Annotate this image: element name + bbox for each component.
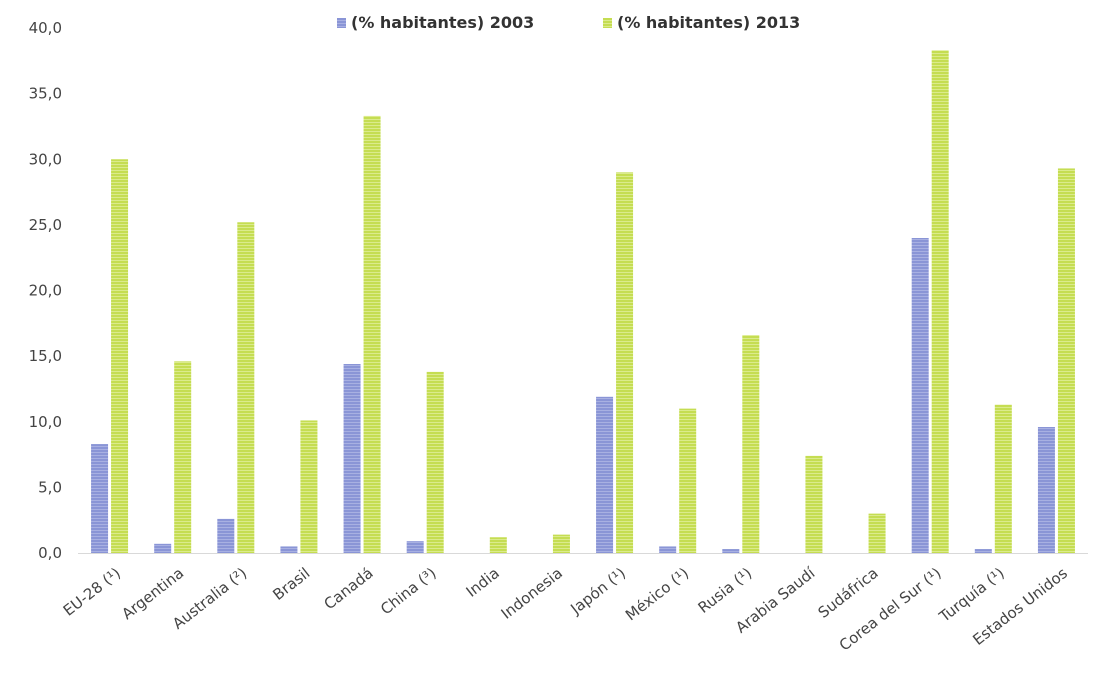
bar-2013-15 [1057,168,1075,553]
bar-2003-14 [974,549,992,553]
legend-label-1: (% habitantes) 2013 [617,13,800,32]
y-tick-label: 5,0 [38,478,62,496]
x-tick-label: China (³) [377,564,440,618]
bar-2013-14 [994,404,1012,553]
x-tick-label: India [463,564,503,601]
x-tick-label: Brasil [269,564,313,604]
legend-swatch-1 [603,18,612,28]
bar-2013-4 [363,115,381,553]
x-tick-label: México (¹) [622,564,692,624]
bar-2013-8 [616,172,634,553]
bar-2013-5 [426,371,444,553]
bar-2003-8 [596,396,614,553]
x-tick-label: EU-28 (¹) [60,564,124,620]
bar-2003-10 [722,549,740,553]
bar-2003-15 [1037,427,1055,553]
bar-2013-7 [552,534,570,553]
y-tick-label: 10,0 [29,413,62,431]
legend: (% habitantes) 2003 (% habitantes) 2013 [337,13,800,32]
bars [91,50,1075,553]
y-tick-label: 30,0 [29,150,62,168]
bar-2013-1 [174,361,192,553]
bar-2003-1 [154,543,172,553]
bar-2013-0 [111,159,129,553]
y-tick-label: 15,0 [29,347,62,365]
bar-2013-11 [805,455,823,553]
x-tick-label: Canadá [320,564,376,613]
bar-2003-13 [911,238,929,553]
y-tick-label: 40,0 [29,19,62,37]
bar-2003-0 [91,444,109,553]
y-axis: 0,0 5,0 10,0 15,0 20,0 25,0 30,0 35,0 40,0 [29,19,62,562]
y-tick-label: 20,0 [29,282,62,300]
bar-2003-5 [406,541,424,553]
y-tick-label: 25,0 [29,216,62,234]
x-tick-label: Japón (¹) [566,564,629,618]
legend-label-0: (% habitantes) 2003 [351,13,534,32]
bar-2003-2 [217,518,235,553]
y-tick-label: 0,0 [38,544,62,562]
bar-2003-9 [659,546,677,553]
bar-2013-6 [489,537,507,553]
bar-2013-12 [868,513,886,553]
bar-2003-3 [280,546,298,553]
legend-swatch-0 [337,18,346,28]
bar-2003-4 [343,364,361,553]
bar-2013-10 [742,335,760,553]
bar-2013-9 [679,408,697,553]
y-tick-label: 35,0 [29,85,62,103]
bar-2013-3 [300,420,318,553]
bar-2013-2 [237,222,255,553]
x-tick-label: Rusia (¹) [695,564,756,617]
x-tick-label: Indonesia [498,564,566,623]
bar-2013-13 [931,50,949,553]
